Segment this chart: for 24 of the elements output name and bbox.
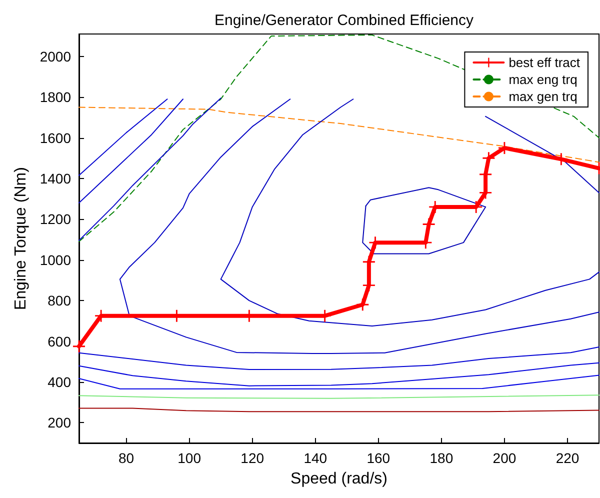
- x-tick-label: 140: [304, 450, 328, 466]
- chart-title: Engine/Generator Combined Efficiency: [214, 12, 474, 29]
- x-tick-label: 80: [118, 450, 134, 466]
- y-tick-label: 1800: [40, 89, 72, 106]
- x-tick-label: 220: [556, 450, 580, 466]
- x-axis-title: Speed (rad/s): [290, 470, 388, 488]
- y-tick-label: 1200: [40, 211, 72, 228]
- y-tick-label: 1400: [40, 170, 72, 186]
- y-tick-label: 400: [48, 374, 72, 390]
- y-tick-label: 1000: [40, 252, 72, 268]
- y-tick-label: 200: [48, 414, 72, 431]
- x-tick-label: 120: [240, 450, 264, 466]
- y-tick-label: 800: [48, 292, 72, 309]
- x-tick-label: 180: [430, 450, 454, 466]
- y-tick-label: 600: [48, 333, 72, 350]
- legend-label: max eng trq: [508, 72, 578, 87]
- x-tick-label: 200: [492, 450, 516, 466]
- legend-label: max gen trq: [508, 89, 578, 104]
- legend-label: best eff tract: [508, 55, 580, 70]
- y-tick-label: 2000: [40, 48, 72, 64]
- y-tick-label: 1600: [40, 130, 72, 146]
- x-tick-label: 100: [178, 450, 202, 466]
- y-axis-title: Engine Torque (Nm): [12, 167, 30, 310]
- x-tick-label: 160: [366, 450, 390, 466]
